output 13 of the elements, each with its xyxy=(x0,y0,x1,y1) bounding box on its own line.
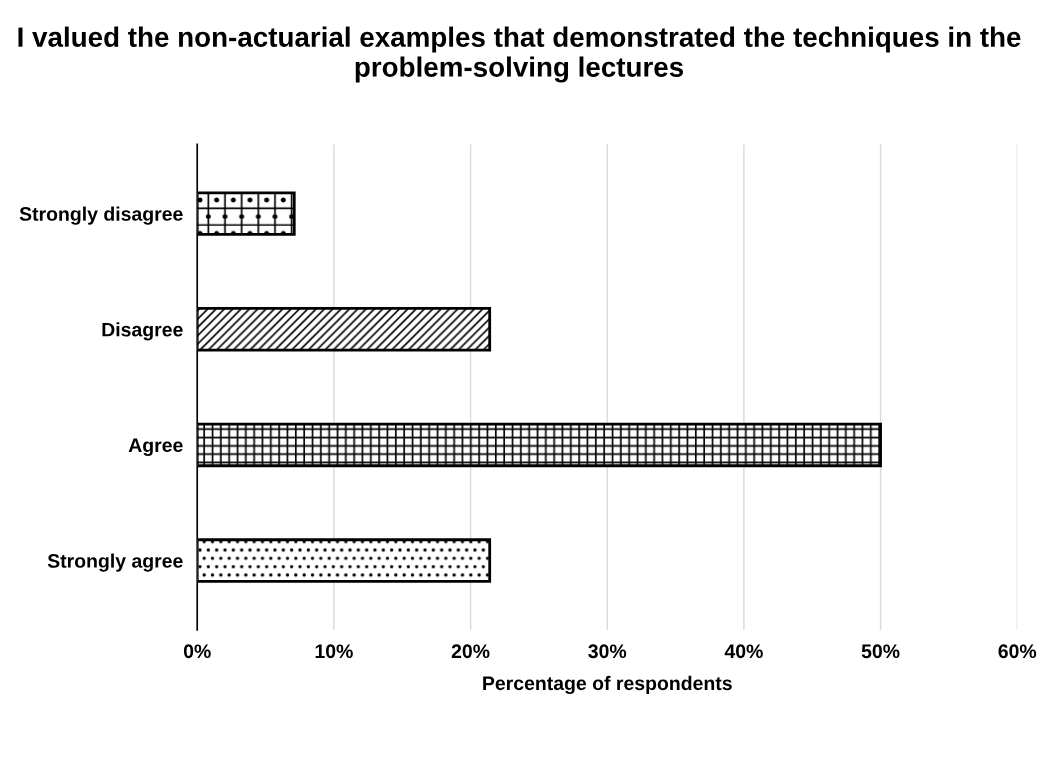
y-tick-label: Agree xyxy=(128,438,183,457)
y-tick-label: Strongly agree xyxy=(47,553,183,572)
x-tick-label: 40% xyxy=(724,644,763,659)
x-tick-label: 60% xyxy=(998,644,1037,659)
y-tick-label: Disagree xyxy=(102,322,183,341)
x-tick-label: 50% xyxy=(861,644,900,659)
x-tick-label: 0% xyxy=(183,644,211,659)
x-tick-label: 30% xyxy=(588,644,627,659)
chart-title: I valued the non-actuarial examples that demonstrated the techniques in the problem-solving lectures xyxy=(18,26,1021,83)
x-axis-title: Percentage of respondents xyxy=(483,675,732,695)
y-tick-label: Strongly disagree xyxy=(19,206,183,225)
x-tick-label: 20% xyxy=(451,644,490,659)
x-tick-label: 10% xyxy=(315,644,353,659)
